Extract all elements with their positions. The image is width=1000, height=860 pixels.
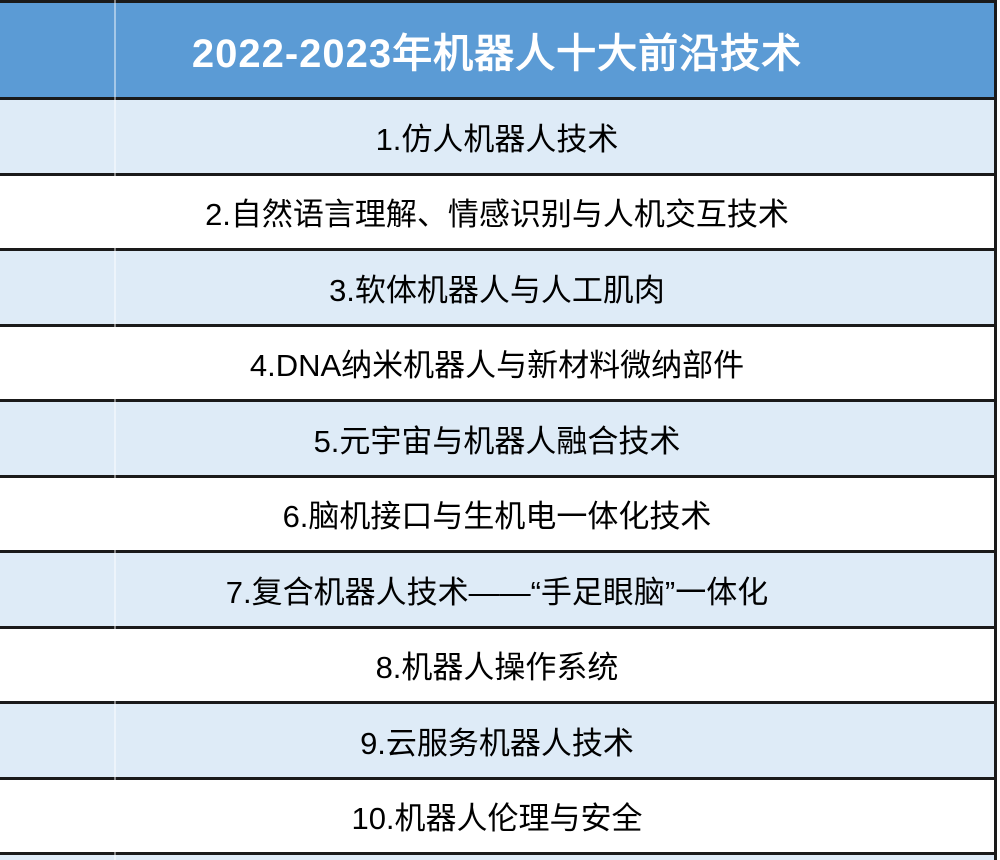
table-row-label: 5.元宇宙与机器人融合技术 — [313, 423, 681, 459]
table-row: 4.DNA纳米机器人与新材料微纳部件 — [0, 326, 994, 402]
table-row: 9.云服务机器人技术 — [0, 704, 994, 780]
table-row-label: 1.仿人机器人技术 — [375, 121, 619, 157]
cropped-next-row-sliver — [0, 855, 994, 860]
table-row: 7.复合机器人技术——“手足眼脑”一体化 — [0, 553, 994, 629]
table-row: 2.自然语言理解、情感识别与人机交互技术 — [0, 175, 994, 251]
table-row-label: 7.复合机器人技术——“手足眼脑”一体化 — [225, 574, 769, 610]
table-row: 10.机器人伦理与安全 — [0, 779, 994, 855]
table-row: 8.机器人操作系统 — [0, 628, 994, 704]
table-row: 3.软体机器人与人工肌肉 — [0, 251, 994, 327]
table-title: 2022-2023年机器人十大前沿技术 — [191, 32, 803, 76]
table-header: 2022-2023年机器人十大前沿技术 — [0, 3, 994, 100]
table-row-label: 3.软体机器人与人工肌肉 — [329, 272, 665, 308]
table-row-label: 6.脑机接口与生机电一体化技术 — [282, 499, 712, 535]
table-row-label: 8.机器人操作系统 — [375, 650, 619, 686]
table-row: 1.仿人机器人技术 — [0, 100, 994, 176]
table-row: 6.脑机接口与生机电一体化技术 — [0, 477, 994, 553]
table-row-label: 2.自然语言理解、情感识别与人机交互技术 — [205, 197, 789, 233]
table-row-label: 10.机器人伦理与安全 — [351, 801, 643, 837]
table-row-label: 9.云服务机器人技术 — [360, 725, 634, 761]
table-row-label: 4.DNA纳米机器人与新材料微纳部件 — [249, 348, 745, 384]
table-row: 5.元宇宙与机器人融合技术 — [0, 402, 994, 478]
table-rows: 1.仿人机器人技术 2.自然语言理解、情感识别与人机交互技术 3.软体机器人与人工肌… — [0, 100, 994, 855]
